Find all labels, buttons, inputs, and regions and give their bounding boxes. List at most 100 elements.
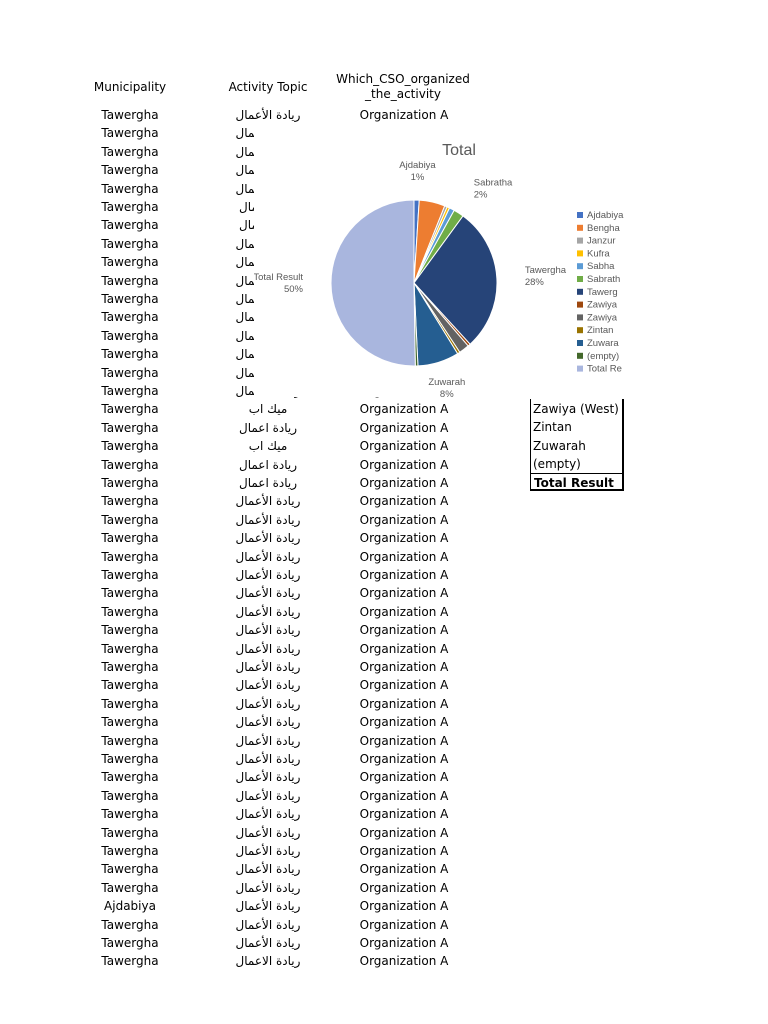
cso-cell[interactable]: Organization A <box>359 844 449 858</box>
activity-topic-cell[interactable]: ريادة الأعمال <box>235 807 301 822</box>
activity-topic-cell[interactable]: ريادة الأعمال <box>235 623 301 638</box>
municipality-cell[interactable]: Tawergha <box>101 954 159 969</box>
municipality-cell[interactable]: Tawergha <box>101 696 159 711</box>
municipality-cell[interactable]: Ajdabiya <box>104 899 156 914</box>
municipality-cell[interactable]: Tawergha <box>101 807 159 822</box>
activity-topic-cell[interactable]: ريادة الأعمال <box>235 641 301 656</box>
activity-topic-cell[interactable]: ريادة الأعمال <box>235 788 301 803</box>
activity-topic-cell[interactable]: ريادة الأعمال <box>235 696 301 711</box>
activity-topic-cell[interactable]: ريادة الأعمال <box>235 549 301 564</box>
municipality-cell[interactable]: Tawergha <box>101 531 159 546</box>
activity-topic-cell[interactable]: ريادة الأعمال <box>235 586 301 601</box>
cso-cell[interactable]: Organization A <box>359 807 449 822</box>
municipality-cell[interactable]: Tawergha <box>101 328 159 343</box>
municipality-cell[interactable]: Tawergha <box>101 549 159 564</box>
municipality-cell[interactable]: Tawergha <box>101 752 159 766</box>
cso-cell[interactable]: Organization A <box>359 862 449 877</box>
cso-cell[interactable]: Organization A <box>359 954 449 969</box>
cso-cell[interactable]: Organization A <box>359 936 449 950</box>
municipality-cell[interactable]: Tawergha <box>101 844 159 858</box>
pivot-total-result[interactable]: Total Result <box>530 473 624 492</box>
municipality-cell[interactable]: Tawergha <box>101 586 159 601</box>
pie-chart[interactable]: Total Ajdabiya 1% Sabratha 2% Tawergha 28% Zuwa… <box>254 125 624 397</box>
municipality-cell[interactable]: Tawergha <box>101 126 159 141</box>
cso-cell[interactable]: Organization A <box>359 715 449 730</box>
municipality-cell[interactable]: Tawergha <box>101 236 159 251</box>
activity-topic-cell[interactable]: ريادة اعمال <box>238 457 298 472</box>
municipality-cell[interactable]: Tawergha <box>101 181 159 196</box>
cso-cell[interactable]: Organization A <box>359 899 449 914</box>
municipality-cell[interactable]: Tawergha <box>101 568 159 582</box>
municipality-cell[interactable]: Tawergha <box>101 715 159 730</box>
municipality-cell[interactable]: Tawergha <box>101 494 159 509</box>
activity-topic-cell[interactable]: ميك اب <box>248 402 288 417</box>
municipality-cell[interactable]: Tawergha <box>101 770 159 785</box>
municipality-cell[interactable]: Tawergha <box>101 218 159 233</box>
cso-cell[interactable]: Organization A <box>359 108 449 122</box>
cso-cell[interactable]: Organization A <box>359 439 449 454</box>
municipality-cell[interactable]: Tawergha <box>101 457 159 472</box>
cso-cell[interactable]: Organization A <box>359 549 449 564</box>
activity-topic-cell[interactable]: ريادة الأعمال <box>235 936 301 950</box>
activity-topic-cell[interactable]: ريادة الأعمال <box>235 899 301 914</box>
municipality-cell[interactable]: Tawergha <box>101 678 159 693</box>
municipality-cell[interactable]: Tawergha <box>101 825 159 840</box>
cso-cell[interactable]: Organization A <box>359 641 449 656</box>
cso-cell[interactable]: Organization A <box>359 623 449 638</box>
activity-topic-cell[interactable]: ريادة الأعمال <box>235 715 301 730</box>
cso-cell[interactable]: Organization A <box>359 402 449 417</box>
cso-cell[interactable]: Organization A <box>359 604 449 619</box>
activity-topic-cell[interactable]: ريادة اعمال <box>238 420 298 435</box>
cso-cell[interactable]: Organization A <box>359 880 449 895</box>
cso-cell[interactable]: Organization A <box>359 531 449 546</box>
pivot-row-label[interactable]: Zintan <box>533 420 572 435</box>
municipality-cell[interactable]: Tawergha <box>101 862 159 877</box>
municipality-cell[interactable]: Tawergha <box>101 604 159 619</box>
municipality-cell[interactable]: Tawergha <box>101 788 159 803</box>
activity-topic-cell[interactable]: ريادة الأعمال <box>235 880 301 895</box>
cso-cell[interactable]: Organization A <box>359 678 449 693</box>
cso-cell[interactable]: Organization A <box>359 752 449 766</box>
activity-topic-cell[interactable]: ريادة الأعمال <box>235 844 301 858</box>
cso-cell[interactable]: Organization A <box>359 733 449 748</box>
municipality-cell[interactable]: Tawergha <box>101 255 159 270</box>
municipality-cell[interactable]: Tawergha <box>101 108 159 122</box>
cso-cell[interactable]: Organization A <box>359 512 449 527</box>
cso-cell[interactable]: Organization A <box>359 420 449 435</box>
municipality-cell[interactable]: Tawergha <box>101 273 159 288</box>
pivot-row-label[interactable]: Zuwarah <box>533 438 586 453</box>
activity-topic-cell[interactable]: ريادة الأعمال <box>235 660 301 674</box>
pivot-row-label[interactable]: (empty) <box>533 456 581 471</box>
municipality-cell[interactable]: Tawergha <box>101 200 159 214</box>
cso-cell[interactable]: Organization A <box>359 476 449 490</box>
cso-cell[interactable]: Organization A <box>359 494 449 509</box>
municipality-cell[interactable]: Tawergha <box>101 641 159 656</box>
cso-cell[interactable]: Organization A <box>359 825 449 840</box>
municipality-cell[interactable]: Tawergha <box>101 936 159 950</box>
activity-topic-cell[interactable]: ريادة الاعمال <box>235 954 301 969</box>
municipality-cell[interactable]: Tawergha <box>101 144 159 159</box>
municipality-cell[interactable]: Tawergha <box>101 733 159 748</box>
cso-cell[interactable]: Organization A <box>359 770 449 785</box>
activity-topic-cell[interactable]: ريادة الأعمال <box>235 733 301 748</box>
pivot-row-label[interactable]: Zawiya (West) <box>533 402 619 416</box>
municipality-cell[interactable]: Tawergha <box>101 420 159 435</box>
activity-topic-cell[interactable]: ريادة الأعمال <box>235 108 301 122</box>
cso-cell[interactable]: Organization A <box>359 586 449 601</box>
municipality-cell[interactable]: Tawergha <box>101 439 159 454</box>
activity-topic-cell[interactable]: ميك اب <box>248 439 288 454</box>
activity-topic-cell[interactable]: ريادة الأعمال <box>235 825 301 840</box>
municipality-cell[interactable]: Tawergha <box>101 623 159 638</box>
activity-topic-cell[interactable]: ريادة الأعمال <box>235 604 301 619</box>
activity-topic-cell[interactable]: ريادة الأعمال <box>235 512 301 527</box>
activity-topic-cell[interactable]: ريادة الأعمال <box>235 752 301 766</box>
activity-topic-cell[interactable]: ريادة الأعمال <box>235 678 301 693</box>
municipality-cell[interactable]: Tawergha <box>101 163 159 178</box>
activity-topic-cell[interactable]: ريادة الأعمال <box>235 862 301 877</box>
activity-topic-cell[interactable]: ريادة الأعمال <box>235 917 301 932</box>
municipality-cell[interactable]: Tawergha <box>101 292 159 306</box>
cso-cell[interactable]: Organization A <box>359 917 449 932</box>
municipality-cell[interactable]: Tawergha <box>101 402 159 417</box>
cso-cell[interactable]: Organization A <box>359 568 449 582</box>
activity-topic-cell[interactable]: ريادة الأعمال <box>235 494 301 509</box>
